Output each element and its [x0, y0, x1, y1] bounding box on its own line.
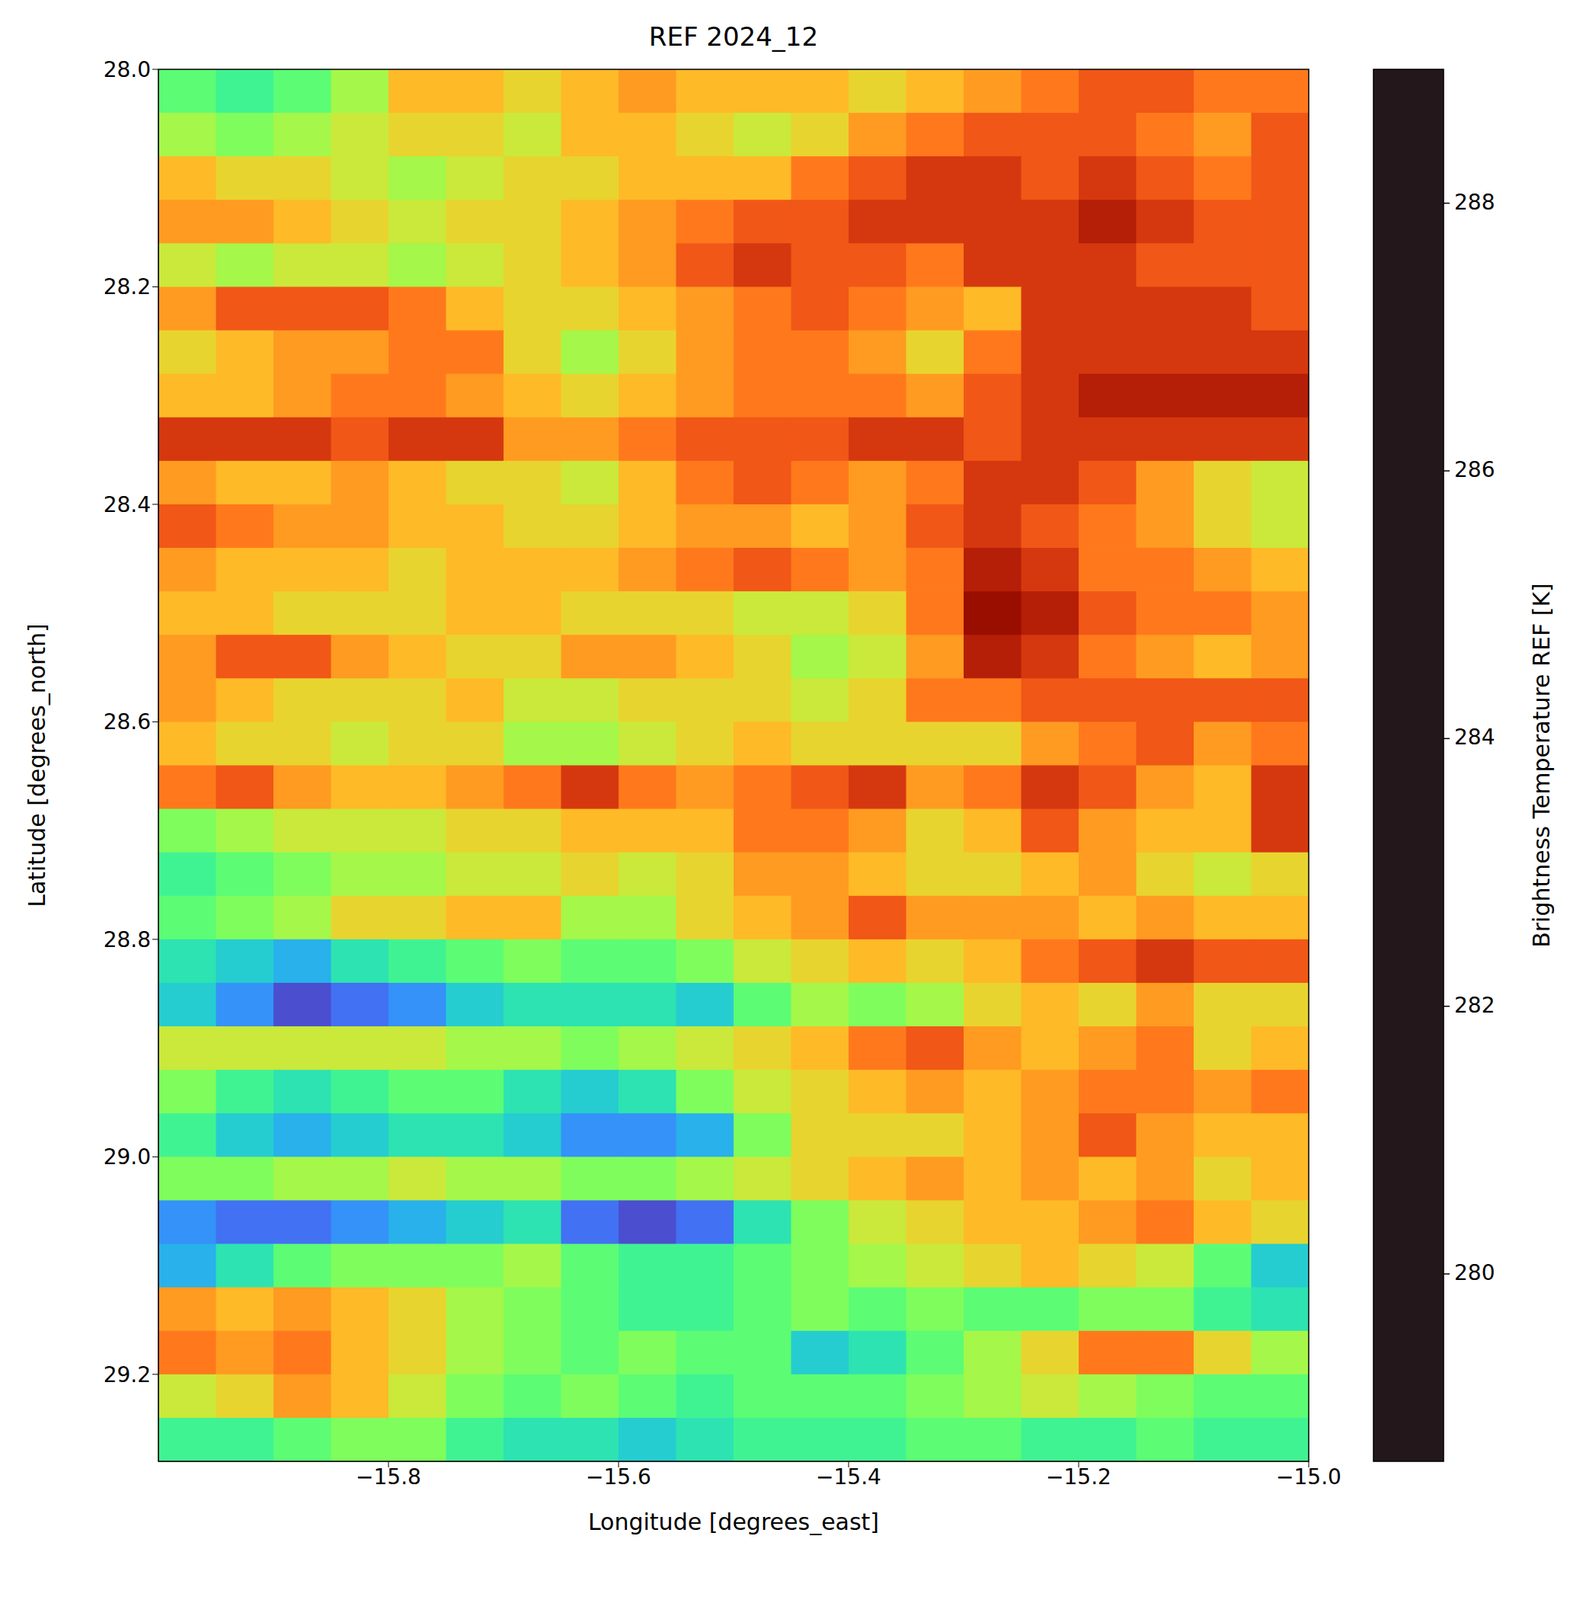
svg-text:28.8: 28.8 — [103, 927, 151, 953]
svg-text:−15.4: −15.4 — [815, 1464, 882, 1490]
svg-text:−15.8: −15.8 — [355, 1464, 422, 1490]
svg-text:28.4: 28.4 — [103, 492, 151, 518]
svg-text:28.6: 28.6 — [103, 709, 151, 735]
svg-text:282: 282 — [1454, 992, 1495, 1018]
svg-text:284: 284 — [1454, 724, 1495, 750]
svg-text:Longitude [degrees_east]: Longitude [degrees_east] — [588, 1508, 880, 1535]
svg-text:Brightness Temperature REF [K]: Brightness Temperature REF [K] — [1528, 582, 1555, 948]
svg-text:286: 286 — [1454, 457, 1495, 483]
svg-text:−15.0: −15.0 — [1275, 1464, 1342, 1490]
svg-text:−15.2: −15.2 — [1045, 1464, 1112, 1490]
svg-text:29.0: 29.0 — [103, 1144, 151, 1170]
svg-text:29.2: 29.2 — [103, 1362, 151, 1388]
svg-text:−15.6: −15.6 — [585, 1464, 652, 1490]
svg-text:288: 288 — [1454, 189, 1495, 215]
svg-text:28.0: 28.0 — [103, 57, 151, 83]
svg-text:28.2: 28.2 — [103, 274, 151, 300]
html-text:REF 2024_12: REF 2024_12 — [648, 21, 819, 52]
svg-text:280: 280 — [1454, 1259, 1495, 1286]
svg-text:Latitude [degrees_north]: Latitude [degrees_north] — [23, 623, 51, 908]
